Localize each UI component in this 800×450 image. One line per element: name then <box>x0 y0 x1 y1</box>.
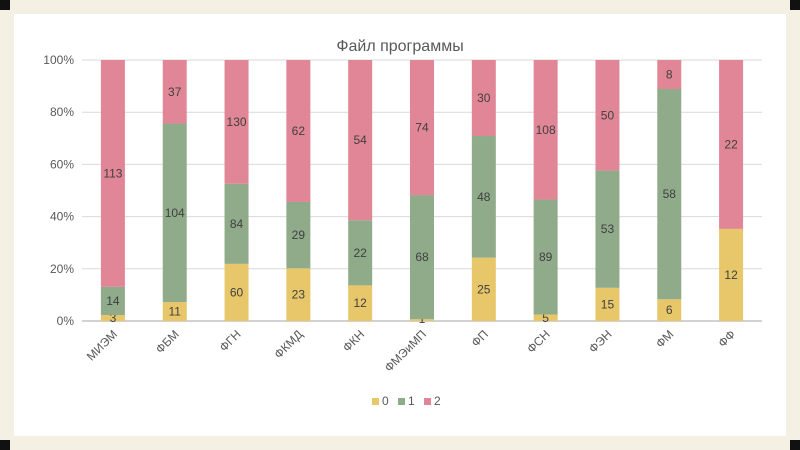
x-tick-label: ФГН <box>217 327 244 354</box>
data-label: 12 <box>724 268 738 282</box>
x-tick-label: ФКМД <box>271 327 305 361</box>
data-label: 104 <box>165 206 185 220</box>
bar-segment-0 <box>471 257 496 321</box>
bar-segment-1 <box>533 199 558 315</box>
corner-mark-top-right <box>790 0 800 10</box>
corner-mark-top-left <box>0 0 10 10</box>
bar-segment-0 <box>595 287 620 321</box>
data-label: 37 <box>168 85 182 99</box>
data-label: 113 <box>103 166 122 180</box>
data-label: 84 <box>230 217 244 231</box>
x-tick-label: ФМ <box>653 327 676 350</box>
bars: 3141131110437608413023296212225416874254… <box>100 60 744 326</box>
bar-segment-0 <box>162 302 187 321</box>
data-label: 22 <box>354 246 368 260</box>
x-tick-label: ФЭН <box>586 327 615 356</box>
bar-segment-2 <box>533 60 558 200</box>
data-label: 68 <box>415 250 429 264</box>
bar-segment-1 <box>224 183 249 264</box>
data-label: 74 <box>415 121 429 135</box>
data-label: 25 <box>477 282 491 296</box>
y-tick-label: 100% <box>43 53 74 67</box>
bar-segment-2 <box>286 60 311 202</box>
data-label: 22 <box>724 137 738 151</box>
bar-segment-0 <box>100 314 125 321</box>
bar-segment-1 <box>162 123 187 303</box>
bar-segment-2 <box>162 60 187 124</box>
bar-segment-1 <box>286 201 311 269</box>
data-label: 14 <box>106 294 120 308</box>
data-label: 6 <box>666 303 673 317</box>
bar-segment-0 <box>657 299 682 321</box>
data-label: 3 <box>110 311 117 325</box>
legend-swatch-0 <box>372 398 379 405</box>
data-label: 58 <box>663 187 677 201</box>
x-tick-label: ФП <box>468 327 490 349</box>
bar-segment-2 <box>348 60 373 221</box>
data-label: 130 <box>227 115 247 129</box>
chart-title: Файл программы <box>336 38 463 55</box>
data-label: 29 <box>292 228 306 242</box>
data-label: 8 <box>666 68 673 82</box>
x-tick-label: ФКН <box>340 327 367 354</box>
y-tick-label: 80% <box>50 105 74 119</box>
data-label: 15 <box>601 297 615 311</box>
x-tick-label: ФФ <box>715 327 738 350</box>
data-label: 60 <box>230 285 244 299</box>
bar-segment-0 <box>533 314 558 321</box>
bar-segment-1 <box>595 170 620 288</box>
corner-mark-bottom-left <box>0 440 10 450</box>
data-label: 50 <box>601 108 615 122</box>
bar-segment-1 <box>348 220 373 286</box>
bar-segment-2 <box>224 60 249 184</box>
data-label: 11 <box>168 305 181 319</box>
legend-label: 2 <box>434 394 441 408</box>
legend-label: 1 <box>408 394 415 408</box>
x-tick-label: ФМЭиМП <box>382 327 429 374</box>
data-label: 89 <box>539 250 553 264</box>
bar-segment-1 <box>410 195 434 320</box>
corner-mark-bottom-right <box>790 440 800 450</box>
bar-segment-0 <box>348 285 373 321</box>
x-tick-label: ФСН <box>524 327 553 356</box>
bar-segment-2 <box>410 60 434 196</box>
bar-segment-1 <box>100 286 125 315</box>
data-label: 5 <box>542 311 549 325</box>
data-label: 30 <box>477 91 491 105</box>
bar-segment-1 <box>471 136 496 258</box>
bar-segment-0 <box>410 319 434 321</box>
data-label: 54 <box>354 133 368 147</box>
y-tick-label: 0% <box>57 314 75 328</box>
bar-segment-0 <box>224 263 249 321</box>
data-label: 108 <box>536 123 556 137</box>
bar-segment-2 <box>471 60 496 137</box>
bar-segment-1 <box>657 89 682 300</box>
y-axis-ticks: 0% 20% 40% 60% 80% 100% <box>43 53 74 328</box>
legend-label: 0 <box>382 394 389 408</box>
y-tick-label: 40% <box>50 210 74 224</box>
legend-swatch-2 <box>424 398 431 405</box>
data-label: 12 <box>354 296 368 310</box>
legend: 0 1 2 <box>372 394 441 408</box>
bar-segment-2 <box>719 60 744 229</box>
bar-segment-2 <box>657 60 682 89</box>
bar-segment-2 <box>100 60 125 287</box>
x-axis-ticks: МИЭМ ФБМ ФГН ФКМД ФКН ФМЭиМП ФП ФСН ФЭН ФМ ФФ <box>84 327 738 374</box>
y-tick-label: 20% <box>50 262 74 276</box>
bar-segment-2 <box>595 60 620 171</box>
data-label: 62 <box>292 124 306 138</box>
data-label: 53 <box>601 222 615 236</box>
legend-swatch-1 <box>398 398 405 405</box>
x-tick-label: МИЭМ <box>84 327 120 363</box>
data-label: 48 <box>477 190 491 204</box>
bar-segment-0 <box>719 228 744 321</box>
y-tick-label: 60% <box>50 157 74 171</box>
bar-segment-0 <box>286 268 311 321</box>
x-tick-label: ФБМ <box>153 327 182 356</box>
data-label: 23 <box>292 288 306 302</box>
